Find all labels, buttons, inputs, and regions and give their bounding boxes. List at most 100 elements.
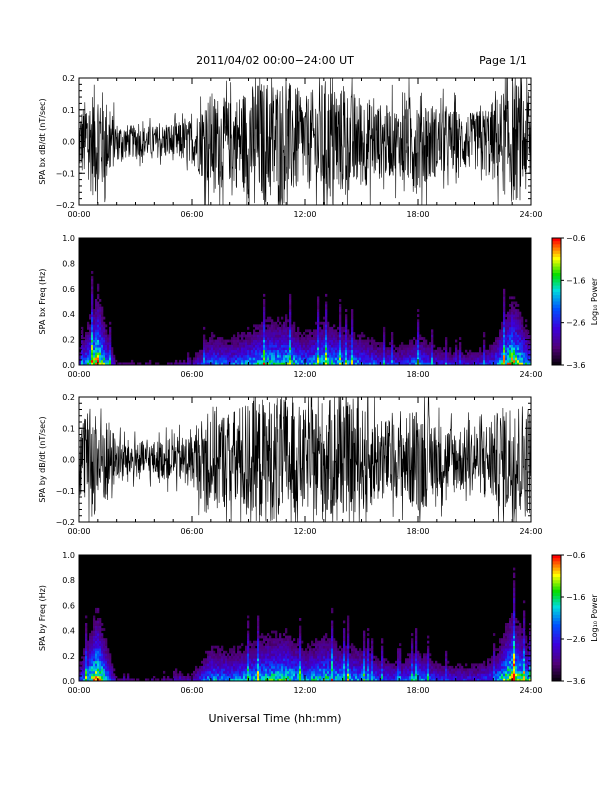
spectrogram-cell	[345, 653, 348, 657]
spectrogram-cell	[99, 326, 102, 330]
spectrogram-cell	[355, 349, 358, 353]
spectrogram-cell	[437, 665, 440, 669]
spectrogram-cell	[97, 658, 100, 662]
spectrogram-cell	[89, 352, 92, 356]
spectrogram-cell	[265, 357, 268, 361]
spectrogram-cell	[409, 673, 412, 677]
spectrogram-cell	[95, 628, 98, 631]
spectrogram-cell	[201, 668, 204, 672]
spectrogram-cell	[317, 339, 320, 343]
spectrogram-cell	[359, 663, 362, 667]
spectrogram-cell	[455, 352, 458, 356]
spectrogram-cell	[331, 678, 334, 682]
spectrogram-cell	[483, 332, 486, 335]
spectrogram-cell	[327, 344, 330, 348]
spectrogram-cell	[189, 676, 192, 679]
spectrogram-cell	[251, 678, 254, 682]
spectrogram-cell	[237, 653, 240, 657]
spectrogram-cell	[311, 339, 314, 343]
spectrogram-cell	[419, 663, 422, 667]
spectrogram-cell	[297, 347, 300, 351]
spectrogram-cell	[373, 676, 376, 679]
spectrogram-cell	[211, 678, 214, 682]
spectrogram-cell	[287, 352, 290, 356]
spectrogram-cell	[383, 665, 386, 669]
spectrogram-cell	[257, 658, 260, 662]
spectrogram-cell	[203, 339, 206, 343]
spectrogram-cell	[231, 347, 234, 351]
spectrogram-cell	[417, 668, 420, 672]
spectrogram-cell	[519, 344, 522, 348]
spectrogram-cell	[529, 354, 532, 358]
spectrogram-cell	[91, 643, 94, 647]
spectrogram-cell	[101, 635, 104, 639]
spectrogram-cell	[381, 655, 384, 659]
spectrogram-cell	[91, 314, 94, 318]
spectrogram-cell	[91, 347, 94, 351]
spectrogram-cell	[231, 660, 234, 664]
spectrogram-cell	[433, 673, 436, 677]
spectrogram-cell	[209, 347, 212, 351]
spectrogram-cell	[341, 326, 344, 330]
spectrogram-cell	[239, 653, 242, 657]
spectrogram-cell	[271, 673, 274, 677]
spectrogram-cell	[327, 342, 330, 345]
spectrogram-cell	[383, 344, 386, 348]
spectrogram-cell	[97, 670, 100, 674]
y-tick-label: 0.2	[62, 336, 75, 345]
spectrogram-cell	[299, 668, 302, 672]
spectrogram-cell	[351, 352, 354, 356]
spectrogram-cell	[303, 357, 306, 361]
spectrogram-cell	[289, 321, 292, 325]
spectrogram-cell	[371, 676, 374, 679]
spectrogram-cell	[505, 354, 508, 358]
spectrogram-cell	[287, 673, 290, 677]
spectrogram-cell	[287, 668, 290, 672]
spectrogram-cell	[223, 678, 226, 682]
spectrogram-cell	[109, 676, 112, 679]
spectrogram-cell	[423, 676, 426, 679]
spectrogram-cell	[505, 314, 508, 318]
spectrogram-cell	[367, 349, 370, 353]
spectrogram-cell	[423, 673, 426, 677]
spectrogram-cell	[487, 352, 490, 356]
spectrogram-cell	[511, 357, 514, 361]
spectrogram-cell	[283, 638, 286, 642]
spectrogram-cell	[297, 326, 300, 330]
spectrogram-cell	[203, 670, 206, 674]
spectrogram-cell	[363, 670, 366, 674]
spectrogram-cell	[329, 334, 332, 338]
spectrogram-cell	[373, 359, 376, 363]
spectrogram-cell	[259, 329, 262, 333]
spectrogram-cell	[291, 643, 294, 647]
spectrogram-cell	[265, 678, 268, 682]
spectrogram-cell	[89, 329, 92, 333]
spectrogram-cell	[383, 357, 386, 361]
spectrogram-cell	[441, 349, 444, 353]
spectrogram-cell	[97, 293, 100, 297]
spectrogram-cell	[277, 337, 280, 340]
spectrogram-cell	[375, 344, 378, 348]
spectrogram-cell	[315, 357, 318, 361]
spectrogram-cell	[349, 347, 352, 351]
spectrogram-cell	[261, 645, 264, 649]
spectrogram-cell	[317, 344, 320, 348]
spectrogram-cell	[311, 678, 314, 682]
spectrogram-cell	[401, 678, 404, 682]
spectrogram-cell	[215, 660, 218, 664]
spectrogram-cell	[209, 357, 212, 361]
spectrogram-cell	[417, 334, 420, 338]
spectrogram-cell	[299, 618, 302, 621]
spectrogram-cell	[333, 658, 336, 662]
spectrogram-cell	[409, 668, 412, 672]
spectrogram-cell	[457, 357, 460, 361]
spectrogram-cell	[279, 660, 282, 664]
spectrogram-cell	[255, 332, 258, 335]
spectrogram-cell	[351, 349, 354, 353]
spectrogram-cell	[377, 668, 380, 672]
spectrogram-cell	[375, 352, 378, 356]
spectrogram-cell	[283, 658, 286, 662]
spectrogram-cell	[347, 332, 350, 335]
spectrogram-cell	[383, 362, 386, 366]
spectrogram-cell	[441, 668, 444, 672]
